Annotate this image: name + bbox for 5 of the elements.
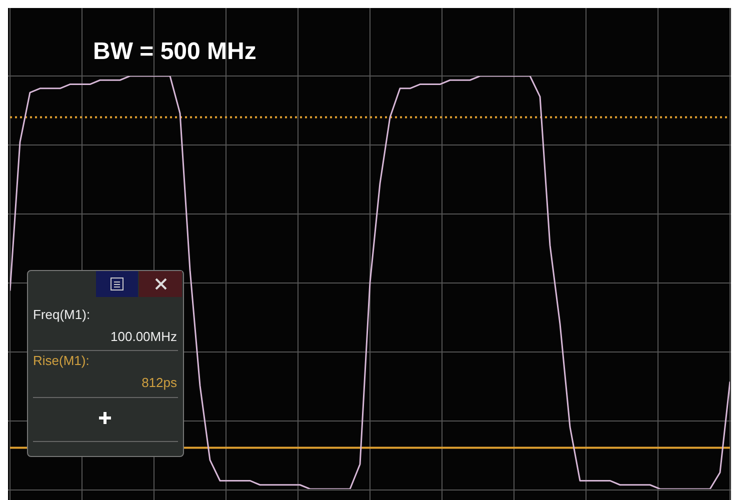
annotation: Rise(M1):	[33, 353, 90, 368]
annotation: 100.00MHz	[110, 329, 177, 344]
chart-title: BW = 500 MHz	[93, 38, 256, 66]
annotation: Freq(M1):	[33, 307, 90, 322]
annotation: 812ps	[142, 375, 177, 390]
